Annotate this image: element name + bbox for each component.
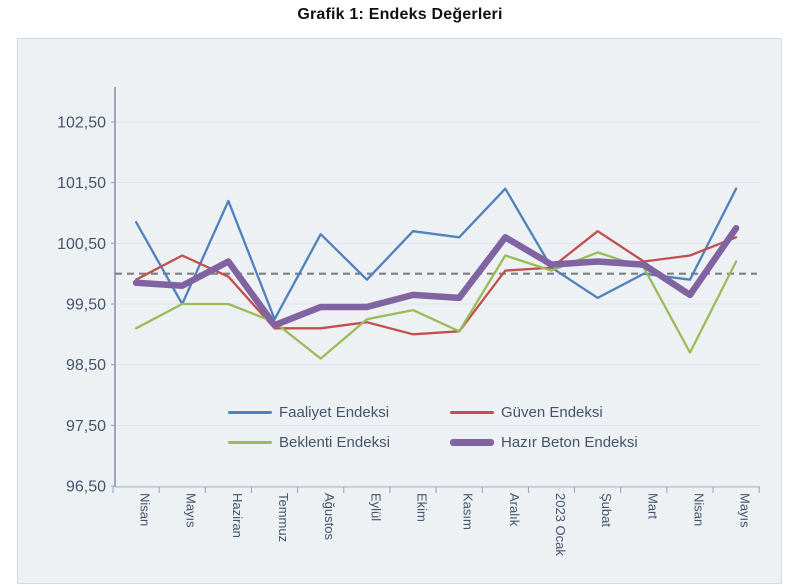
y-axis-label: 101,50: [57, 175, 106, 192]
y-axis-label: 98,50: [66, 357, 106, 374]
x-axis-label: Haziran: [230, 493, 245, 538]
x-axis-label: 2023 Ocak: [553, 493, 568, 556]
series-line-faaliyet-endeksi: [134, 187, 738, 321]
legend-item-haz-r-beton-endeksi: Hazır Beton Endeksi: [450, 434, 658, 451]
legend-label: Güven Endeksi: [501, 404, 603, 421]
legend-line-swatch: [228, 441, 272, 444]
x-axis-label: Kasım: [461, 493, 476, 530]
series-line-g-ven-endeksi: [134, 230, 738, 336]
x-axis-label: Şubat: [599, 493, 614, 527]
y-axis-label: 96,50: [66, 479, 106, 496]
chart-legend: Faaliyet Endeksi Güven Endeksi Beklenti En…: [228, 404, 658, 451]
legend-item-beklenti-endeksi: Beklenti Endeksi: [228, 434, 446, 451]
series-line-haz-r-beton-endeksi: [132, 224, 740, 329]
legend-line-swatch: [450, 411, 494, 414]
x-axis-label: Eylül: [368, 493, 383, 521]
legend-label: Faaliyet Endeksi: [279, 404, 390, 421]
x-axis-label: Nisan: [691, 493, 706, 526]
legend-label: Beklenti Endeksi: [279, 434, 390, 451]
chart-frame: [17, 38, 782, 584]
legend-item-g-ven-endeksi: Güven Endeksi: [450, 404, 658, 421]
legend-line-swatch: [450, 439, 494, 446]
x-axis-label: Ağustos: [322, 493, 337, 540]
y-axis-label: 100,50: [57, 236, 106, 253]
x-axis-label: Mayıs: [738, 493, 753, 528]
x-axis-label: Ekim: [415, 493, 430, 522]
legend-label: Hazır Beton Endeksi: [501, 434, 638, 451]
x-axis-label: Temmuz: [276, 493, 291, 542]
x-axis-label: Mayıs: [184, 493, 199, 528]
x-axis-label: Aralık: [507, 493, 522, 527]
chart-title: Grafik 1: Endeks Değerleri: [297, 6, 503, 23]
y-axis-label: 99,50: [66, 297, 106, 314]
x-axis-label: Nisan: [138, 493, 153, 526]
y-axis-label: 97,50: [66, 418, 106, 435]
x-axis-label: Mart: [645, 493, 660, 519]
legend-item-faaliyet-endeksi: Faaliyet Endeksi: [228, 404, 446, 421]
legend-line-swatch: [228, 411, 272, 414]
y-axis-label: 102,50: [57, 115, 106, 132]
